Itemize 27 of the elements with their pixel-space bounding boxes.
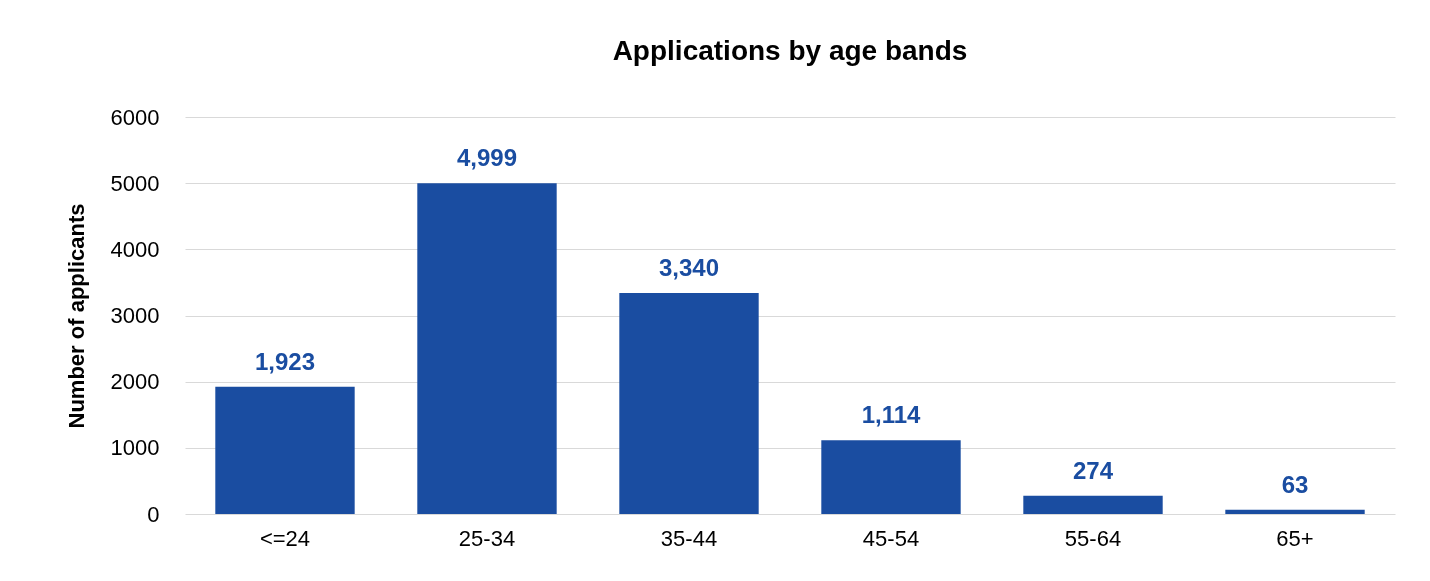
y-tick-label: 2000 <box>110 369 160 395</box>
x-tick-label: 65+ <box>1276 525 1314 551</box>
x-tick-label: 45-54 <box>862 525 920 551</box>
data-label: 1,923 <box>254 347 316 375</box>
bar <box>1023 495 1163 514</box>
data-label: 63 <box>1281 470 1309 498</box>
x-tick-label: 25-34 <box>458 525 516 551</box>
y-tick-label: 4000 <box>110 236 160 262</box>
bar <box>1225 509 1365 514</box>
data-label: 274 <box>1072 456 1114 484</box>
bar <box>821 440 961 514</box>
x-tick-label: 35-44 <box>660 525 718 551</box>
y-tick-label: 3000 <box>110 303 160 328</box>
bar <box>215 386 355 514</box>
data-label: 1,114 <box>861 401 922 429</box>
bar <box>417 183 557 514</box>
x-tick-label: 55-64 <box>1064 525 1122 551</box>
chart-title: Applications by age bands <box>612 35 968 66</box>
data-label: 3,340 <box>658 254 720 281</box>
y-tick-label: 5000 <box>110 170 160 196</box>
bar <box>619 293 759 514</box>
x-tick-label: <=24 <box>259 525 311 551</box>
y-tick-label: 6000 <box>110 104 160 130</box>
y-axis-title: Number of applicants <box>63 203 89 429</box>
y-tick-label: 1000 <box>110 435 160 461</box>
data-label: 4,999 <box>456 144 518 172</box>
y-tick-label: 0 <box>147 501 160 527</box>
